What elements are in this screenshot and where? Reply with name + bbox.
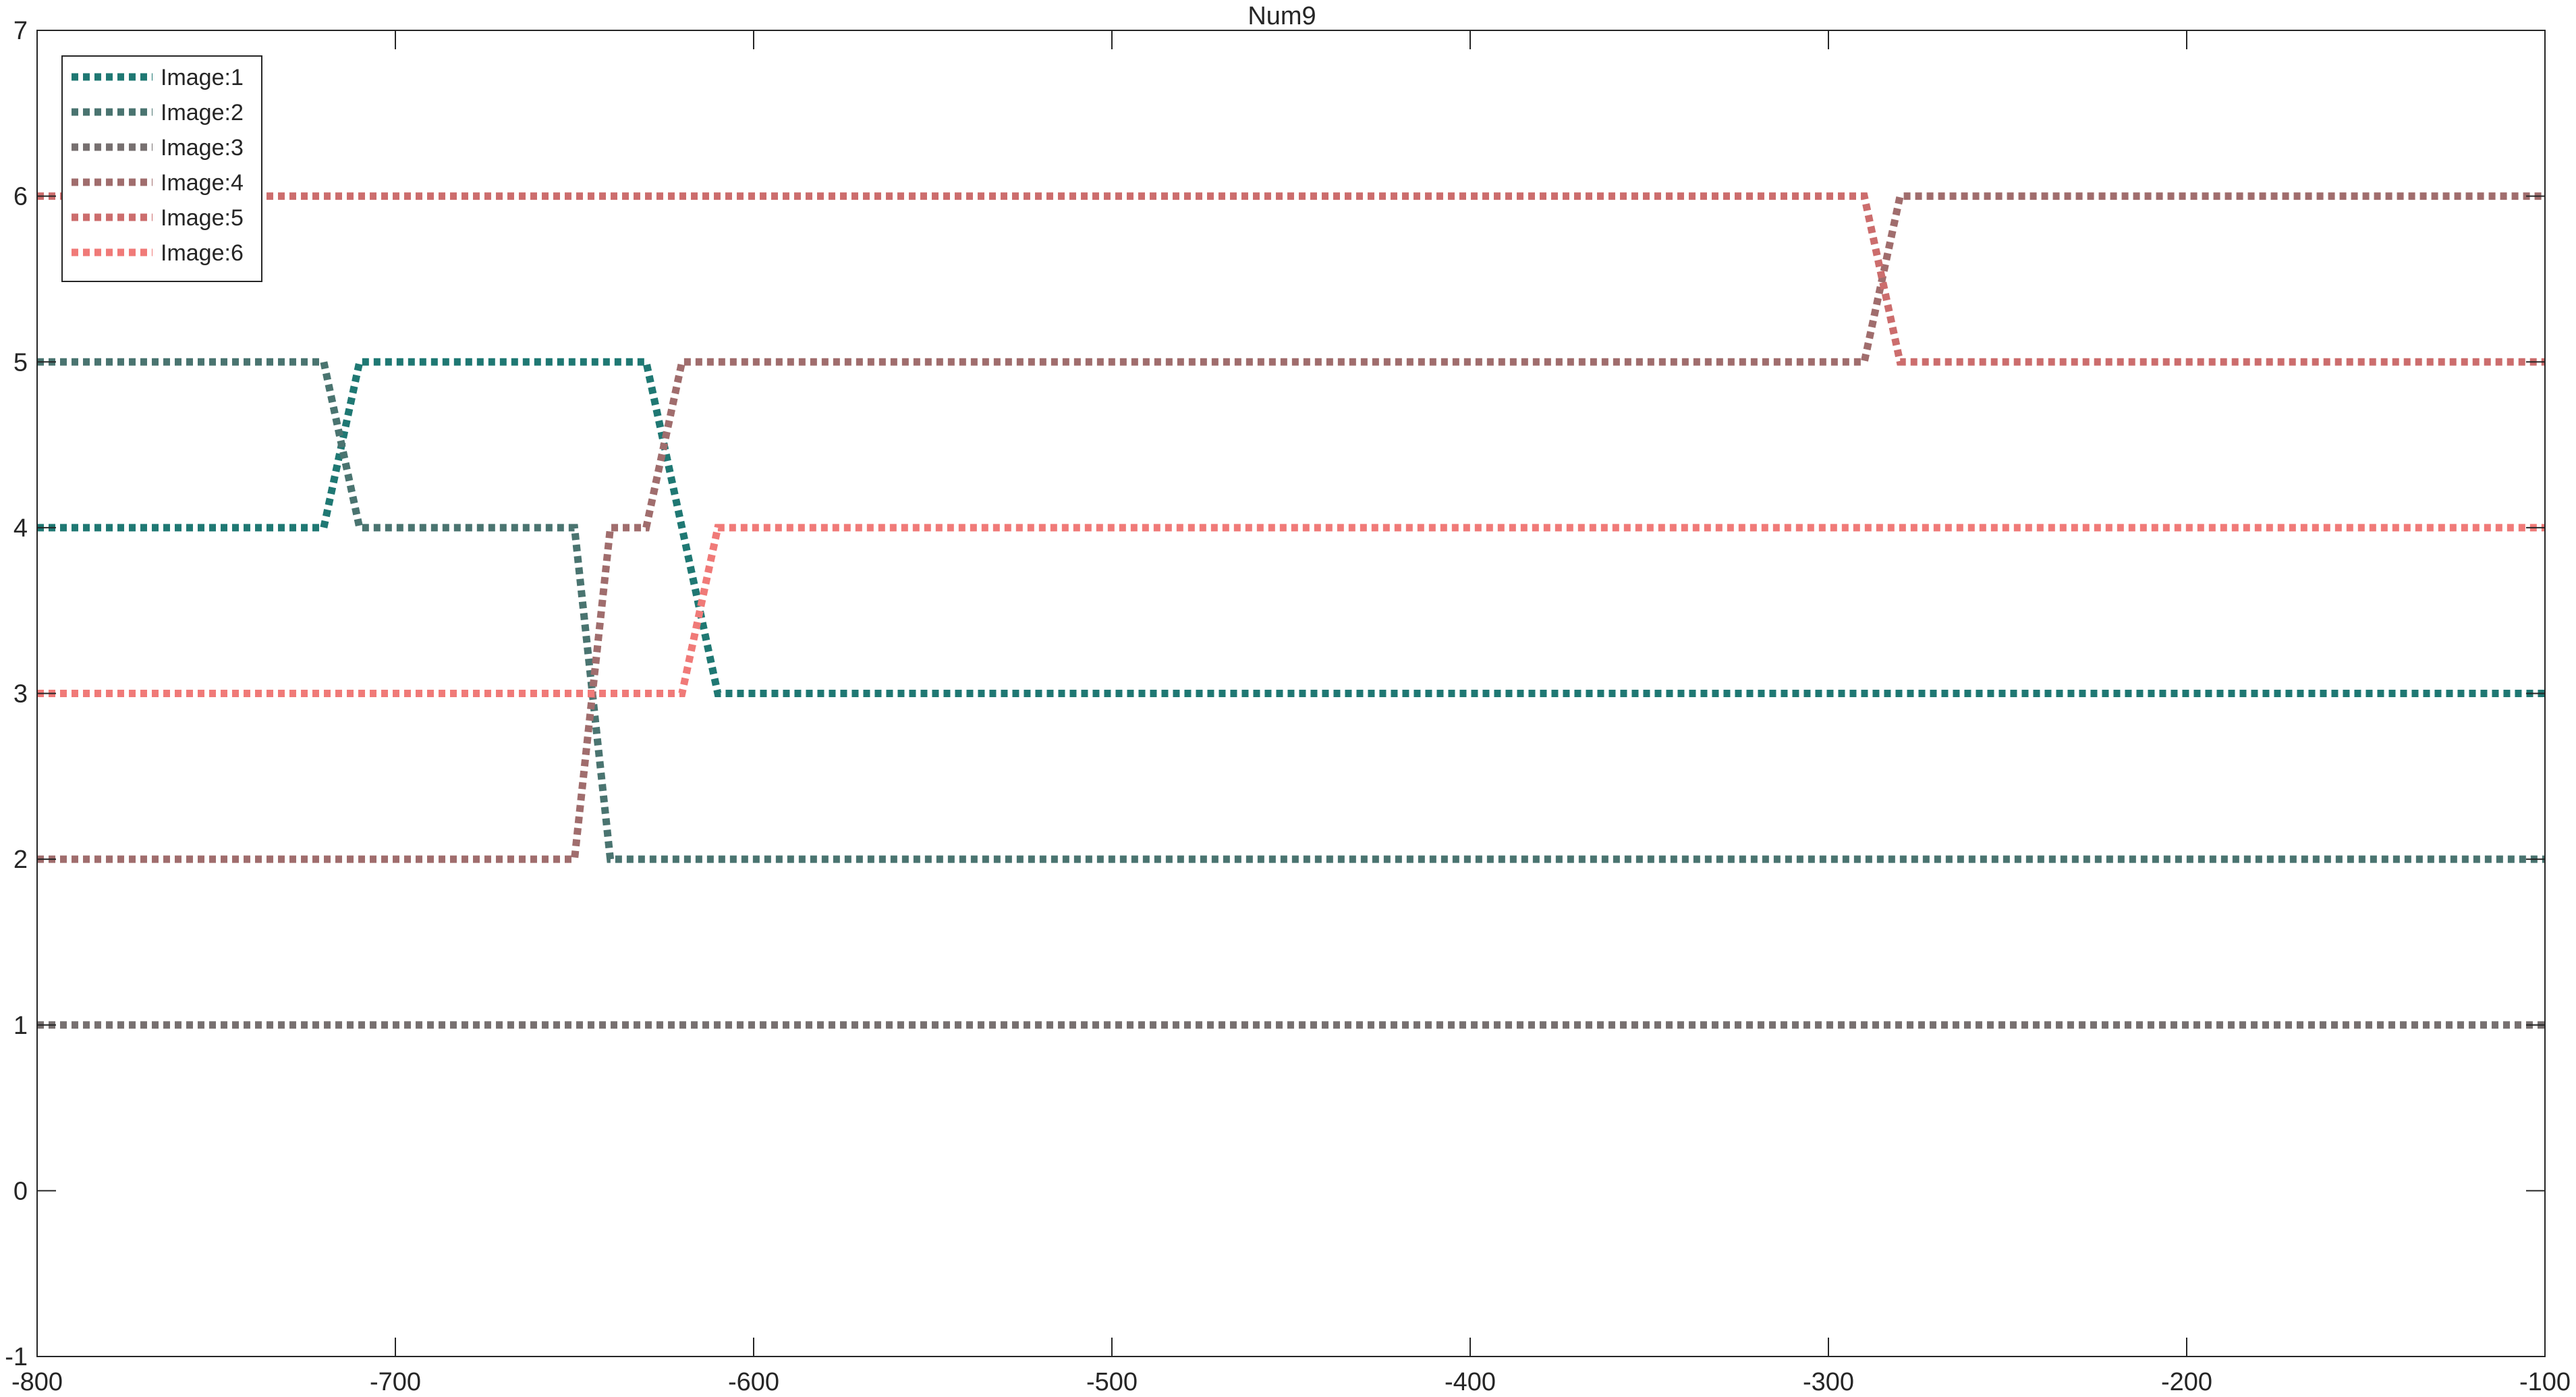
legend-label: Image:1 [161, 65, 244, 90]
series-layer [37, 192, 2545, 1029]
series-line-2 [37, 358, 2545, 863]
x-tick-label: -300 [1803, 1368, 1854, 1396]
x-tick-label: -500 [1086, 1368, 1138, 1396]
y-tick-label: 6 [13, 183, 28, 211]
legend-box [61, 55, 262, 282]
y-tick-label: 1 [13, 1012, 28, 1040]
series-line-5 [37, 192, 2545, 366]
x-tick-label: -400 [1445, 1368, 1496, 1396]
x-tick-label: -700 [370, 1368, 421, 1396]
x-tick-label: -600 [728, 1368, 779, 1396]
x-tick-label: -800 [11, 1368, 63, 1396]
chart-title: Num9 [1248, 2, 1316, 30]
y-tick-label: 7 [13, 17, 28, 45]
x-tick-label: -200 [2161, 1368, 2212, 1396]
x-axis: -800 -700 -600 -500 -400 -300 -200 -100 [11, 30, 2571, 1396]
legend-label: Image:6 [161, 240, 244, 266]
y-tick-label: 3 [13, 680, 28, 709]
x-tick-label: -100 [2519, 1368, 2571, 1396]
series-line-4 [37, 192, 2545, 863]
series-line-1 [37, 358, 2545, 697]
legend-label: Image:5 [161, 205, 244, 231]
legend-label: Image:2 [161, 100, 244, 126]
y-axis: -1 0 1 2 3 4 5 6 7 [5, 17, 2545, 1371]
legend: Image:1 Image:2 Image:3 Image:4 Image:5 Image… [61, 55, 262, 282]
legend-label: Image:3 [161, 135, 244, 161]
legend-label: Image:4 [161, 170, 244, 196]
y-tick-label: -1 [5, 1343, 28, 1371]
y-tick-label: 5 [13, 348, 28, 377]
y-tick-label: 4 [13, 514, 28, 543]
y-tick-label: 0 [13, 1177, 28, 1205]
series-line-6 [37, 524, 2545, 697]
y-tick-label: 2 [13, 846, 28, 874]
